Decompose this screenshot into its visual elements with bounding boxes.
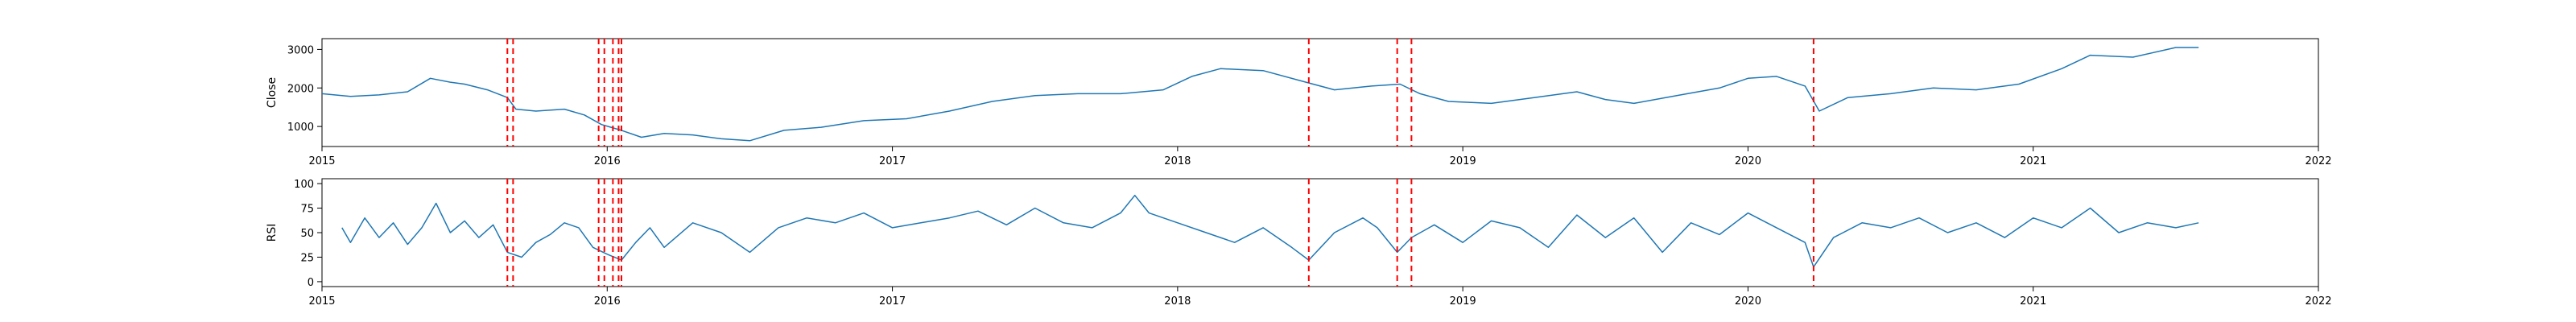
x-tick-label: 2022 xyxy=(2305,295,2331,308)
y-tick-label: 2000 xyxy=(287,83,314,95)
x-tick-label: 2020 xyxy=(1735,295,1761,308)
x-tick-label: 2019 xyxy=(1450,155,1476,167)
x-tick-label: 2015 xyxy=(308,295,335,308)
x-tick-label: 2017 xyxy=(879,155,906,167)
y-axis-label: RSI xyxy=(266,224,279,242)
x-tick-label: 2021 xyxy=(2020,295,2046,308)
x-tick-label: 2019 xyxy=(1450,295,1476,308)
y-tick-label: 75 xyxy=(300,204,314,216)
x-tick-label: 2018 xyxy=(1164,155,1191,167)
x-tick-label: 2015 xyxy=(308,155,335,167)
plot-area-frame xyxy=(321,178,2319,287)
y-tick-label: 50 xyxy=(300,228,314,240)
y-tick-label: 1000 xyxy=(287,122,314,134)
y-tick-label: 3000 xyxy=(287,44,314,56)
y-tick-label: 0 xyxy=(308,277,314,289)
x-tick-label: 2018 xyxy=(1164,295,1191,308)
close-price-panel: 1000 2000 3000 2015 2016 2017 2018 2019 2020 2021… xyxy=(266,38,2332,167)
y-tick-label: 100 xyxy=(294,179,314,191)
x-tick-label: 2017 xyxy=(879,295,906,308)
x-tick-label: 2021 xyxy=(2020,155,2046,167)
x-tick-label: 2022 xyxy=(2305,155,2331,167)
series-line xyxy=(321,47,2199,142)
rsi-panel: 0 25 50 75 100 2015 2016 2017 2018 2019 2020 2021 20… xyxy=(266,178,2332,308)
x-tick-label: 2020 xyxy=(1735,155,1761,167)
x-tick-label: 2016 xyxy=(594,155,621,167)
x-tick-label: 2016 xyxy=(594,295,621,308)
plot-area-frame xyxy=(321,38,2319,147)
y-tick-label: 25 xyxy=(300,252,314,264)
series-line xyxy=(341,194,2199,268)
y-axis-label: Close xyxy=(266,77,279,108)
